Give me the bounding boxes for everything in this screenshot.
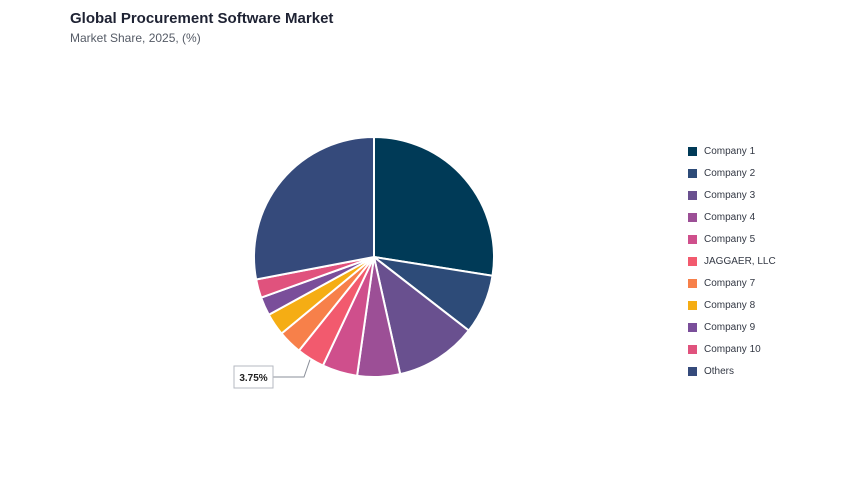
legend-item[interactable]: Others: [688, 360, 776, 382]
legend-swatch: [688, 256, 697, 266]
legend-label: Company 2: [704, 167, 756, 179]
legend-item[interactable]: Company 4: [688, 206, 776, 228]
legend-swatch: [688, 234, 697, 244]
legend-item[interactable]: Company 2: [688, 162, 776, 184]
legend-item[interactable]: Company 10: [688, 338, 776, 360]
legend-label: Company 8: [704, 299, 756, 311]
annotation-leader-line: [273, 359, 311, 378]
legend-swatch: [688, 278, 697, 288]
legend-item[interactable]: Company 5: [688, 228, 776, 250]
legend-swatch: [688, 212, 697, 222]
legend-swatch: [688, 366, 697, 376]
chart-legend: Company 1 Company 2 Company 3 Company 4 Comp…: [688, 140, 776, 382]
legend-label: Company 5: [704, 233, 756, 245]
legend-label: Company 7: [704, 277, 756, 289]
annotation-label: 3.75%: [239, 373, 267, 384]
chart-subtitle: Market Share, 2025, (%): [70, 31, 201, 45]
legend-swatch: [688, 300, 697, 310]
legend-label: Company 10: [704, 343, 761, 355]
legend-item[interactable]: Company 3: [688, 184, 776, 206]
chart-title: Global Procurement Software Market: [70, 10, 334, 27]
legend-label: Company 3: [704, 189, 756, 201]
legend-item[interactable]: Company 7: [688, 272, 776, 294]
legend-item[interactable]: Company 8: [688, 294, 776, 316]
legend-swatch: [688, 322, 697, 332]
legend-label: Company 4: [704, 211, 756, 223]
legend-swatch: [688, 190, 697, 200]
legend-swatch: [688, 344, 697, 354]
legend-label: JAGGAER, LLC: [704, 255, 776, 267]
legend-label: Others: [704, 365, 735, 377]
annotation-box: [233, 365, 274, 389]
legend-item[interactable]: JAGGAER, LLC: [688, 250, 776, 272]
legend-label: Company 9: [704, 321, 756, 333]
pie-slice-others[interactable]: [253, 135, 375, 281]
legend-swatch: [688, 146, 697, 156]
pie-slice-company-1[interactable]: [373, 135, 495, 277]
legend-item[interactable]: Company 9: [688, 316, 776, 338]
legend-label: Company 1: [704, 145, 756, 157]
legend-swatch: [688, 168, 697, 178]
pie-slice-company-3[interactable]: [372, 254, 471, 376]
legend-item[interactable]: Company 1: [688, 140, 776, 162]
